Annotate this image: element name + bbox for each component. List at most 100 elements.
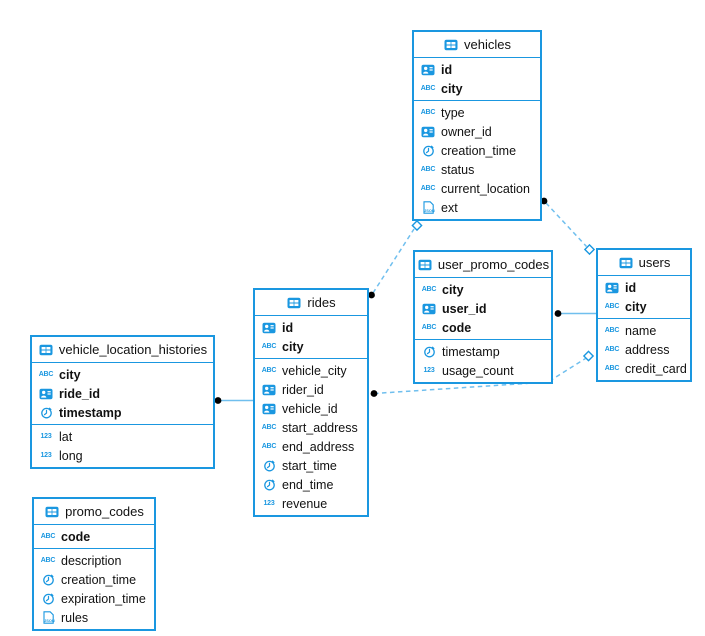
column-row-status[interactable]: ABC status (414, 160, 540, 179)
column-name: description (61, 553, 122, 568)
table-title: promo_codes (65, 504, 144, 519)
table-header[interactable]: vehicle_location_histories (32, 337, 213, 363)
column-row-name[interactable]: ABC name (598, 321, 690, 340)
column-row-expiration_time[interactable]: expiration_time (34, 589, 154, 608)
column-row-code[interactable]: ABC code (415, 318, 551, 337)
column-row-vehicle_city[interactable]: ABC vehicle_city (255, 361, 367, 380)
column-row-timestamp[interactable]: timestamp (32, 403, 213, 422)
time-icon (421, 345, 437, 358)
column-row-creation_time[interactable]: creation_time (34, 570, 154, 589)
column-row-long[interactable]: 123 long (32, 446, 213, 465)
column-row-lat[interactable]: 123 lat (32, 427, 213, 446)
column-name: type (441, 105, 465, 120)
column-row-creation_time[interactable]: creation_time (414, 141, 540, 160)
column-row-start_address[interactable]: ABC start_address (255, 418, 367, 437)
time-icon (261, 459, 277, 472)
user-id-icon (261, 322, 277, 334)
column-name: status (441, 162, 475, 177)
table-vehicle_location_histories[interactable]: vehicle_location_histories ABC city ride_id… (30, 335, 215, 469)
column-row-city[interactable]: ABC city (598, 297, 690, 316)
table-user_promo_codes[interactable]: user_promo_codes ABC city user_id ABC code tim… (413, 250, 553, 384)
relationship-dot-endpoint (214, 397, 222, 404)
column-name: city (441, 81, 463, 96)
relationship-dot-endpoint (554, 310, 562, 317)
column-row-end_address[interactable]: ABC end_address (255, 437, 367, 456)
column-name: owner_id (441, 124, 492, 139)
column-row-end_time[interactable]: end_time (255, 475, 367, 494)
text-icon: ABC (421, 286, 437, 293)
relationship-user_promo_codes-users[interactable] (554, 310, 597, 317)
time-icon (40, 592, 56, 605)
column-row-rules[interactable]: JSON rules (34, 608, 154, 627)
column-row-vehicle_id[interactable]: vehicle_id (255, 399, 367, 418)
column-row-address[interactable]: ABC address (598, 340, 690, 359)
relationship-vehicle_location_histories-rides[interactable] (214, 397, 254, 404)
column-name: user_id (442, 301, 487, 316)
relationship-diamond-endpoint (583, 243, 596, 256)
user-id-icon (420, 126, 436, 138)
column-row-current_location[interactable]: ABC current_location (414, 179, 540, 198)
number-icon: 123 (40, 433, 52, 440)
column-row-timestamp[interactable]: timestamp (415, 342, 551, 361)
column-row-owner_id[interactable]: owner_id (414, 122, 540, 141)
column-row-city[interactable]: ABC city (255, 337, 367, 356)
column-row-id[interactable]: id (255, 318, 367, 337)
column-name: start_time (282, 458, 337, 473)
column-row-usage_count[interactable]: 123 usage_count (415, 361, 551, 380)
columns-section: ABC name ABC address ABC credit_card (598, 318, 690, 380)
column-row-credit_card[interactable]: ABC credit_card (598, 359, 690, 378)
column-row-ext[interactable]: JSON ext (414, 198, 540, 217)
column-row-city[interactable]: ABC city (32, 365, 213, 384)
column-row-code[interactable]: ABC code (34, 527, 154, 546)
table-header[interactable]: vehicles (414, 32, 540, 58)
column-row-description[interactable]: ABC description (34, 551, 154, 570)
column-name: code (442, 320, 472, 335)
table-header[interactable]: promo_codes (34, 499, 154, 525)
table-icon (618, 257, 634, 269)
column-row-city[interactable]: ABC city (415, 280, 551, 299)
relationship-rides-vehicles[interactable] (368, 219, 423, 299)
time-icon (420, 144, 436, 157)
column-row-city[interactable]: ABC city (414, 79, 540, 98)
column-row-id[interactable]: id (414, 60, 540, 79)
columns-section: ABC type owner_id creation_time ABC status ABC… (414, 100, 540, 219)
column-name: end_time (282, 477, 334, 492)
column-row-type[interactable]: ABC type (414, 103, 540, 122)
relationship-vehicles-users[interactable] (540, 197, 596, 256)
table-users[interactable]: users id ABC city ABC name ABC address ABC credit… (596, 248, 692, 382)
column-name: creation_time (441, 143, 517, 158)
column-name: ride_id (59, 386, 100, 401)
svg-text:JSON: JSON (424, 208, 435, 213)
column-name: expiration_time (61, 591, 146, 606)
relationship-dot-endpoint (368, 291, 375, 299)
number-icon: 123 (423, 367, 435, 374)
column-name: id (441, 62, 453, 77)
table-header[interactable]: rides (255, 290, 367, 316)
table-icon (286, 297, 302, 309)
table-header[interactable]: user_promo_codes (415, 252, 551, 278)
user-id-icon (420, 64, 436, 76)
table-header[interactable]: users (598, 250, 690, 276)
column-row-rider_id[interactable]: rider_id (255, 380, 367, 399)
column-name: usage_count (442, 363, 514, 378)
column-row-user_id[interactable]: user_id (415, 299, 551, 318)
column-name: name (625, 323, 657, 338)
text-icon: ABC (420, 109, 436, 116)
column-row-ride_id[interactable]: ride_id (32, 384, 213, 403)
text-icon: ABC (261, 424, 277, 431)
user-id-icon (604, 282, 620, 294)
table-vehicles[interactable]: vehicles id ABC city ABC type owner_id creation… (412, 30, 542, 221)
relationship-diamond-endpoint (582, 350, 595, 362)
relationship-rides-users[interactable] (370, 350, 595, 397)
text-icon: ABC (604, 303, 620, 310)
column-name: rider_id (282, 382, 324, 397)
table-icon (417, 259, 433, 271)
column-row-revenue[interactable]: 123 revenue (255, 494, 367, 513)
table-promo_codes[interactable]: promo_codes ABC code ABC description creation… (32, 497, 156, 631)
column-row-start_time[interactable]: start_time (255, 456, 367, 475)
column-row-id[interactable]: id (598, 278, 690, 297)
time-icon (38, 406, 54, 419)
column-name: creation_time (61, 572, 137, 587)
text-icon: ABC (604, 346, 620, 353)
